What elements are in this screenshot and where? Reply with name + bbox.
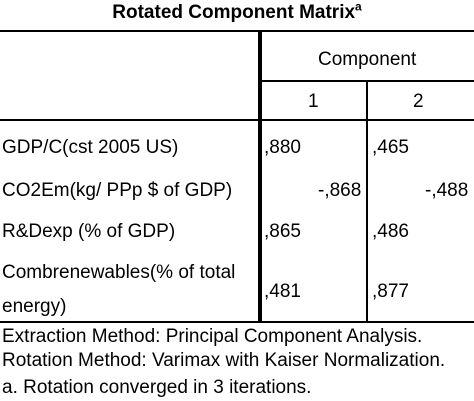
table-title: Rotated Component Matrixa bbox=[0, 0, 474, 24]
row-label-gdp: GDP/C(cst 2005 US) bbox=[2, 137, 179, 158]
cell-co2-c2: -,488 bbox=[425, 180, 469, 201]
row-label-rd: R&Dexp (% of GDP) bbox=[2, 221, 176, 242]
footnote-extraction: Extraction Method: Principal Component A… bbox=[2, 326, 423, 347]
component-column-divider bbox=[366, 80, 368, 323]
footnote-converged: a. Rotation converged in 3 iterations. bbox=[2, 377, 312, 398]
table-bottom-border bbox=[0, 321, 474, 323]
row-label-co2: CO2Em(kg/ PPp $ of GDP) bbox=[2, 180, 233, 201]
table-top-border bbox=[0, 30, 474, 32]
row-label-renewables-line2: energy) bbox=[2, 296, 67, 317]
header-bottom-border bbox=[0, 119, 474, 121]
cell-renewables-c1: ,481 bbox=[264, 281, 301, 302]
cell-gdp-c2: ,465 bbox=[372, 137, 409, 158]
column-header-1: 1 bbox=[308, 91, 319, 112]
table-title-text: Rotated Component Matrix bbox=[112, 2, 356, 23]
cell-renewables-c2: ,877 bbox=[372, 281, 409, 302]
component-group-header: Component bbox=[318, 49, 417, 70]
row-label-renewables-line1: Combrenewables(% of total bbox=[2, 262, 236, 283]
header-rule-group bbox=[262, 80, 474, 82]
footnote-rotation: Rotation Method: Varimax with Kaiser Nor… bbox=[2, 350, 446, 371]
row-header-divider bbox=[258, 30, 262, 323]
cell-rd-c2: ,486 bbox=[372, 221, 409, 242]
column-header-2: 2 bbox=[413, 91, 424, 112]
cell-co2-c1: -,868 bbox=[318, 180, 362, 201]
cell-gdp-c1: ,880 bbox=[264, 137, 301, 158]
title-footnote-mark: a bbox=[355, 0, 362, 14]
cell-rd-c1: ,865 bbox=[264, 221, 301, 242]
